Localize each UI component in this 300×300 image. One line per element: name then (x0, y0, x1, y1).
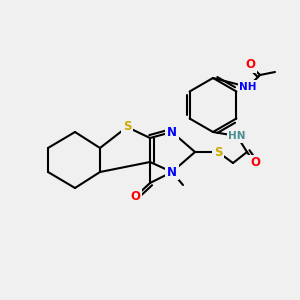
Text: N: N (167, 125, 177, 139)
Text: HN: HN (228, 131, 246, 141)
Text: S: S (123, 121, 131, 134)
Text: N: N (167, 166, 177, 178)
Text: O: O (250, 157, 260, 169)
Text: O: O (245, 58, 255, 71)
Text: O: O (130, 190, 140, 203)
Text: S: S (214, 146, 222, 158)
Text: NH: NH (239, 82, 257, 92)
